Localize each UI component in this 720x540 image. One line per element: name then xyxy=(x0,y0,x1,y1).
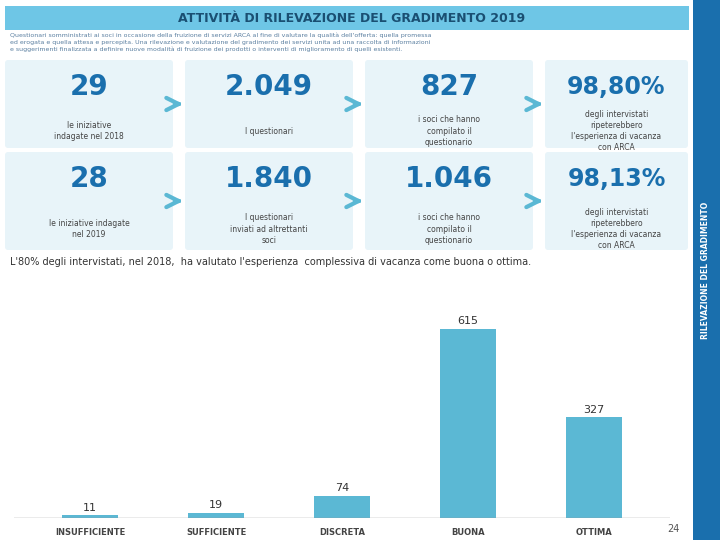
Text: SUFFICIENTE: SUFFICIENTE xyxy=(186,528,246,537)
FancyBboxPatch shape xyxy=(545,60,688,148)
FancyBboxPatch shape xyxy=(365,60,533,148)
Text: le iniziative indagate
nel 2019: le iniziative indagate nel 2019 xyxy=(49,219,130,239)
Text: DISCRETA: DISCRETA xyxy=(319,528,365,537)
Text: 29: 29 xyxy=(70,73,108,101)
Text: 327: 327 xyxy=(583,405,605,415)
FancyBboxPatch shape xyxy=(5,152,173,250)
FancyBboxPatch shape xyxy=(185,152,353,250)
Text: L'80% degli intervistati, nel 2018,  ha valutato l'esperienza  complessiva di va: L'80% degli intervistati, nel 2018, ha v… xyxy=(10,257,531,267)
Text: I questionari: I questionari xyxy=(245,126,293,136)
Text: 98,80%: 98,80% xyxy=(567,75,666,99)
Text: BUONA: BUONA xyxy=(451,528,485,537)
FancyBboxPatch shape xyxy=(545,152,688,250)
Text: 19: 19 xyxy=(209,500,223,510)
Text: 2.049: 2.049 xyxy=(225,73,313,101)
Text: degli intervistati
ripeterebbero
l'esperienza di vacanza
con ARCA: degli intervistati ripeterebbero l'esper… xyxy=(572,110,662,152)
Bar xyxy=(62,515,118,518)
Text: i soci che hanno
compilato il
questionario: i soci che hanno compilato il questionar… xyxy=(418,116,480,146)
Text: OTTIMA: OTTIMA xyxy=(575,528,613,537)
FancyBboxPatch shape xyxy=(185,60,353,148)
Text: 28: 28 xyxy=(70,165,109,193)
Text: i soci che hanno
compilato il
questionario: i soci che hanno compilato il questionar… xyxy=(418,213,480,245)
Text: RILEVAZIONE DEL GRADIMENTO: RILEVAZIONE DEL GRADIMENTO xyxy=(701,201,711,339)
Text: 827: 827 xyxy=(420,73,478,101)
Text: INSUFFICIENTE: INSUFFICIENTE xyxy=(55,528,125,537)
FancyBboxPatch shape xyxy=(5,6,689,30)
Bar xyxy=(188,512,244,518)
Text: le iniziative
indagate nel 2018: le iniziative indagate nel 2018 xyxy=(54,121,124,141)
FancyBboxPatch shape xyxy=(5,60,173,148)
Text: 1.840: 1.840 xyxy=(225,165,313,193)
Text: degli intervistati
ripeterebbero
l'esperienza di vacanza
con ARCA: degli intervistati ripeterebbero l'esper… xyxy=(572,208,662,250)
Bar xyxy=(440,329,496,518)
Text: 24: 24 xyxy=(667,524,680,534)
Text: 98,13%: 98,13% xyxy=(567,167,666,191)
Bar xyxy=(314,496,370,518)
Text: I questionari
inviati ad altrettanti
soci: I questionari inviati ad altrettanti soc… xyxy=(230,213,307,245)
Text: ATTIVITÀ DI RILEVAZIONE DEL GRADIMENTO 2019: ATTIVITÀ DI RILEVAZIONE DEL GRADIMENTO 2… xyxy=(179,11,526,24)
Text: 1.046: 1.046 xyxy=(405,165,493,193)
Text: Questionari somministrati ai soci in occasione della fruizione di servizi ARCA a: Questionari somministrati ai soci in occ… xyxy=(10,33,431,52)
Bar xyxy=(566,417,622,518)
Text: 74: 74 xyxy=(335,483,349,493)
Text: 11: 11 xyxy=(83,503,97,512)
FancyBboxPatch shape xyxy=(693,0,720,540)
Text: 615: 615 xyxy=(457,316,479,326)
FancyBboxPatch shape xyxy=(365,152,533,250)
